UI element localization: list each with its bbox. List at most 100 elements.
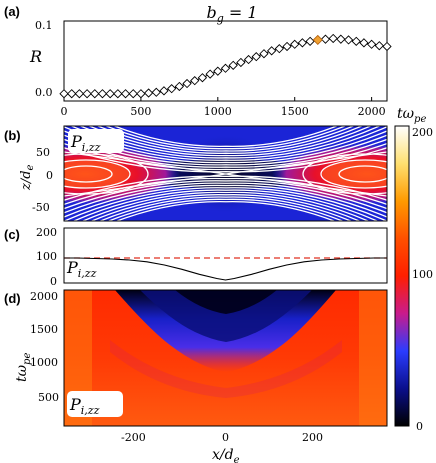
panel-b-flux-line (64, 177, 387, 206)
panel-a: R 0.0 0.1 0 500 1000 1500 2000 tωpe (29, 19, 426, 125)
panel-a-marker (59, 89, 69, 99)
panel-b-flux-line (64, 147, 387, 173)
colorbar-tick-mid: 100 (412, 268, 433, 281)
panel-c-ytick-1: 100 (36, 250, 57, 263)
panel-b-island-contour (64, 165, 113, 183)
panel-a-marker (82, 89, 92, 99)
panel-b-ylabel: z/de (19, 164, 36, 191)
panel-a-marker (282, 41, 292, 52)
panel-a-marker (136, 89, 146, 99)
colorbar-gradient (394, 125, 410, 427)
panel-c-curve (64, 257, 387, 281)
panel-d-xtick-2: 200 (302, 431, 323, 444)
panel-a-ylabel: R (29, 47, 42, 66)
panel-b-flux-line (98, 196, 353, 221)
panel-label-d: (d) (4, 291, 21, 306)
panel-b-separatrix (64, 151, 387, 197)
panel-b-flux-line (81, 191, 370, 221)
panel-a-marker (243, 54, 254, 65)
panel-a-marker (174, 81, 184, 92)
panel-a-marker (113, 89, 123, 99)
panel-a-marker (328, 33, 338, 44)
panel-b-flux-line (64, 138, 387, 168)
panel-a-marker (105, 89, 115, 99)
panel-c-ytick-2: 200 (36, 226, 57, 239)
panel-a-marker (190, 75, 200, 86)
panel-a-marker (359, 38, 369, 48)
panel-d-ytick-0: 500 (38, 391, 59, 404)
panel-b-island-contour (64, 159, 131, 189)
panel-label-b: (b) (4, 128, 21, 143)
panel-b-island-contour (338, 165, 387, 183)
panel-d-xlabel: x/de (212, 447, 240, 463)
figure-title: bg = 1 (206, 3, 257, 25)
panel-b-island-contour (320, 159, 387, 189)
panel-a-xtick-label: 1000 (204, 105, 232, 118)
panel-a-marker (336, 34, 346, 44)
colorbar: 200 100 0 (394, 125, 433, 433)
panel-c-ytick-0: 0 (50, 275, 57, 288)
panel-a-xtick-label: 0 (61, 105, 68, 118)
panel-d-inset-label-box (67, 391, 123, 417)
panel-a-marker (259, 49, 269, 59)
panel-a-marker (97, 89, 108, 99)
panel-a-ytick-1: 0.1 (35, 19, 53, 32)
panel-a-marker (167, 83, 177, 94)
panel-b-ytick-0: 50 (36, 146, 50, 159)
panel-a-marker (74, 89, 85, 99)
panel-a-marker (197, 73, 208, 83)
panel-b-flux-line (107, 198, 345, 221)
panel-d-xtick-1: 0 (222, 431, 229, 444)
panel-b-frame (63, 125, 388, 222)
panel-d-ytick-1: 1000 (30, 356, 58, 369)
panel-b-island-contour (302, 153, 387, 195)
panel-a-marker (320, 34, 331, 44)
panel-b-flux-line (90, 194, 361, 221)
panel-a-marker (251, 51, 261, 62)
panel-a-ytick-0: 0.0 (35, 86, 53, 99)
panel-d-xtick-0: -200 (121, 431, 146, 444)
panel-a-marker (205, 69, 215, 79)
panel-b-flux-line (64, 184, 387, 218)
panel-a-marker (305, 36, 315, 47)
panel-a-marker (220, 63, 231, 73)
panel-b-flux-line (104, 126, 347, 150)
panel-a-marker (182, 78, 192, 89)
panel-d-frame (63, 289, 388, 427)
panel-label-a: (a) (4, 4, 20, 19)
panel-a-marker (366, 39, 377, 49)
panel-b-flux-line (112, 126, 339, 147)
panel-b-flux-line (64, 187, 387, 221)
panel-b-flux-line (115, 201, 336, 221)
panel-a-marker (143, 88, 154, 98)
panel-b-flux-line (64, 142, 387, 171)
panel-a-xlabel: tωpe (397, 106, 426, 125)
panel-b-flux-line (64, 182, 387, 214)
panel-d: Pi,zz 500 1000 1500 2000 tωpe -200 0 200… (14, 289, 388, 463)
panel-a-marker (213, 66, 223, 76)
colorbar-tick-min: 0 (416, 420, 423, 433)
panel-a-marker (297, 38, 308, 48)
panel-a-marker (290, 39, 300, 49)
panel-label-c: (c) (4, 227, 20, 242)
panel-a-marker (120, 89, 131, 99)
panel-b-flux-line (64, 180, 387, 210)
panel-a-marker (228, 60, 238, 71)
panel-a-marker (159, 86, 169, 96)
panel-a-xtick-label: 500 (130, 105, 151, 118)
panel-b-flux-line (64, 175, 387, 201)
panel-b-ytick-2: -50 (32, 201, 50, 214)
panel-a-marker (382, 41, 392, 52)
panel-a-marker (274, 43, 284, 54)
panel-a-marker (374, 41, 384, 51)
panel-a-xtick-label: 2000 (358, 105, 386, 118)
panel-b-island-contour (64, 153, 149, 195)
panel-a-marker (236, 57, 246, 68)
colorbar-tick-max: 200 (412, 126, 433, 139)
panel-a-marker (151, 87, 161, 97)
panel-a-frame (63, 20, 388, 102)
panel-a-marker (351, 36, 361, 47)
panel-a-marker (128, 89, 138, 99)
panel-a-xtick-label: 1500 (281, 105, 309, 118)
